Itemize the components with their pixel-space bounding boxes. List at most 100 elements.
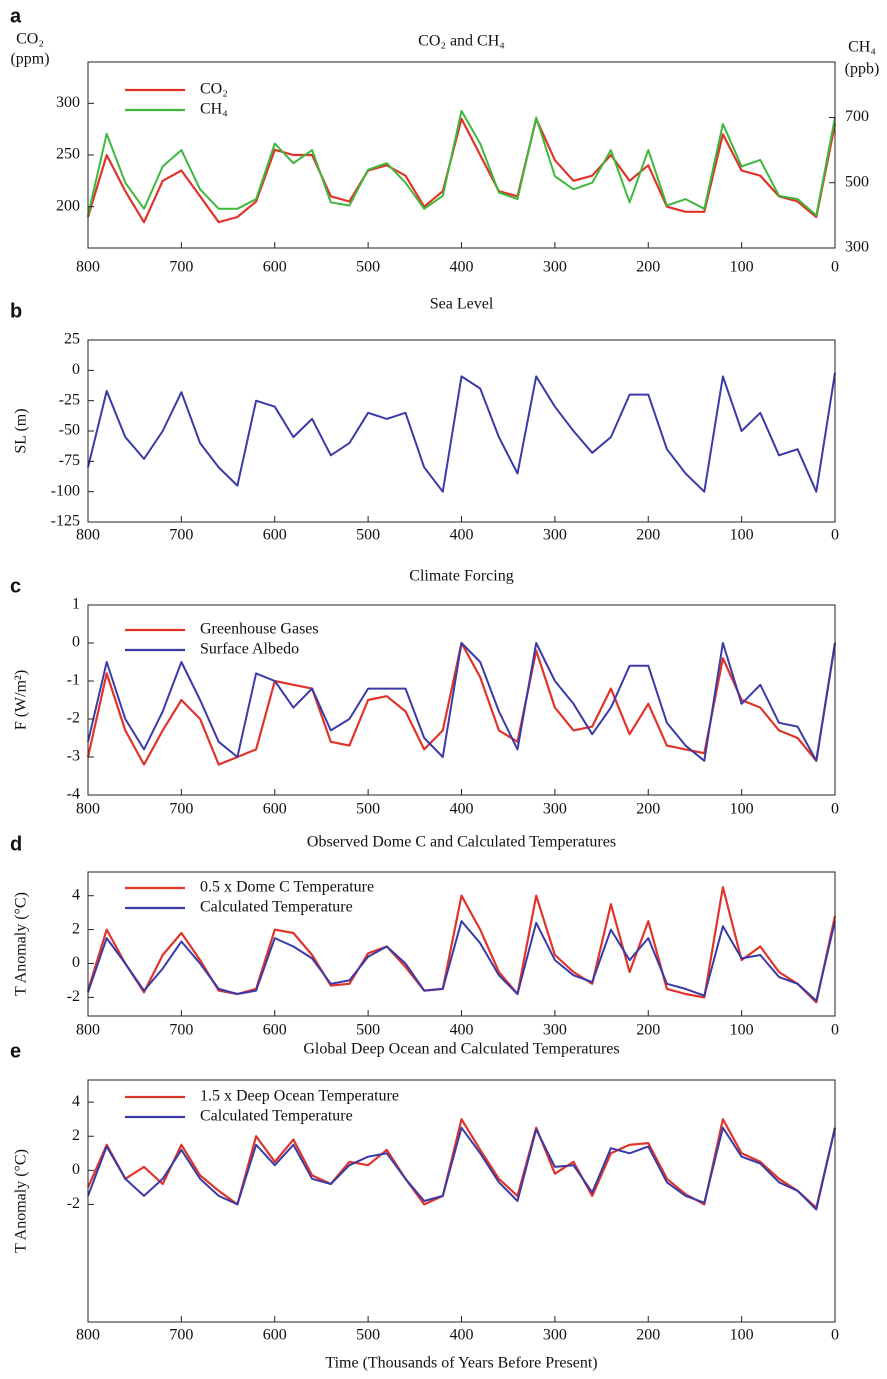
panel-letter: c [10, 575, 21, 597]
series-line [87, 1126, 836, 1211]
x-tick-label: 400 [450, 1327, 474, 1344]
y-tick-label: 2 [72, 1127, 80, 1144]
y-tick-label: -2 [67, 710, 80, 727]
x-tick-label: 0 [831, 1327, 839, 1344]
series-line [86, 117, 837, 224]
y-tick-label: 25 [64, 331, 80, 348]
x-tick-label: 500 [356, 259, 380, 276]
panel-letter: b [10, 300, 22, 322]
x-tick-label: 400 [450, 801, 474, 818]
series-line [86, 641, 837, 766]
y-axis-label: CO₂ [16, 31, 44, 48]
y2-tick-label: 500 [845, 173, 869, 190]
y-tick-label: -4 [67, 786, 80, 803]
x-tick-label: 100 [730, 801, 754, 818]
y-tick-label: 4 [72, 1093, 80, 1110]
x-axis-label: Time (Thousands of Years Before Present) [325, 1355, 597, 1372]
y-tick-label: 1 [72, 596, 80, 613]
legend-label: CH₄ [200, 101, 228, 118]
legend-label: Greenhouse Gases [200, 621, 319, 638]
x-tick-label: 700 [169, 527, 193, 544]
y-tick-label: 300 [56, 94, 80, 111]
x-tick-label: 700 [169, 801, 193, 818]
x-tick-label: 300 [543, 1022, 567, 1039]
y-tick-label: -125 [51, 513, 80, 530]
series-line [86, 1118, 837, 1209]
panel-title: Global Deep Ocean and Calculated Tempera… [303, 1041, 619, 1058]
legend-label: 0.5 x Dome C Temperature [200, 879, 374, 896]
legend-label: Calculated Temperature [200, 1108, 353, 1125]
x-tick-label: 600 [263, 1327, 287, 1344]
x-tick-label: 300 [543, 527, 567, 544]
y-tick-label: -25 [59, 391, 80, 408]
y-tick-label: -50 [59, 422, 80, 439]
series-line [87, 109, 836, 217]
x-tick-label: 200 [636, 527, 660, 544]
y-tick-label: 0 [72, 361, 80, 378]
y-axis-label: F (W/m²) [13, 670, 30, 730]
x-tick-label: 0 [831, 801, 839, 818]
legend-label: Surface Albedo [200, 641, 299, 658]
y2-tick-label: 700 [845, 108, 869, 125]
y-tick-label: -2 [67, 988, 80, 1005]
x-tick-label: 0 [831, 259, 839, 276]
series-line [87, 372, 836, 493]
y-tick-label: -75 [59, 452, 80, 469]
panel-letter: d [10, 833, 22, 855]
y2-axis-label: CH₄ [848, 39, 876, 56]
x-tick-label: 800 [76, 1022, 100, 1039]
x-tick-label: 600 [263, 259, 287, 276]
x-tick-label: 400 [450, 527, 474, 544]
x-tick-label: 100 [730, 527, 754, 544]
x-tick-label: 0 [831, 1022, 839, 1039]
panel-title: Observed Dome C and Calculated Temperatu… [307, 834, 616, 851]
x-tick-label: 800 [76, 1327, 100, 1344]
y2-axis-label: (ppb) [845, 61, 880, 78]
series-line [87, 920, 836, 1002]
x-tick-label: 200 [636, 801, 660, 818]
x-tick-label: 100 [730, 1327, 754, 1344]
x-tick-label: 300 [543, 259, 567, 276]
series-line [87, 642, 836, 762]
y-tick-label: -3 [67, 748, 80, 765]
x-tick-label: 500 [356, 1327, 380, 1344]
panel-title: Climate Forcing [409, 568, 513, 585]
x-tick-label: 300 [543, 801, 567, 818]
x-tick-label: 700 [169, 1022, 193, 1039]
x-tick-label: 800 [76, 527, 100, 544]
y-tick-label: 0 [72, 954, 80, 971]
x-tick-label: 400 [450, 259, 474, 276]
y-tick-label: 250 [56, 146, 80, 163]
x-tick-label: 300 [543, 1327, 567, 1344]
y-tick-label: 0 [72, 634, 80, 651]
y-axis-label: T Anomaly (°C) [13, 1149, 30, 1253]
legend-label: 1.5 x Deep Ocean Temperature [200, 1088, 399, 1105]
y-tick-label: -2 [67, 1195, 80, 1212]
y-tick-label: 2 [72, 920, 80, 937]
x-tick-label: 600 [263, 527, 287, 544]
x-tick-label: 500 [356, 1022, 380, 1039]
legend-label: CO₂ [200, 81, 228, 98]
x-tick-label: 0 [831, 527, 839, 544]
y2-tick-label: 300 [845, 239, 869, 256]
y-axis-label: (ppm) [10, 51, 49, 68]
x-tick-label: 600 [263, 1022, 287, 1039]
panel-letter: a [10, 5, 22, 27]
x-tick-label: 500 [356, 527, 380, 544]
x-tick-label: 200 [636, 1327, 660, 1344]
y-axis-label: T Anomaly (°C) [13, 892, 30, 996]
y-tick-label: 200 [56, 197, 80, 214]
x-tick-label: 800 [76, 259, 100, 276]
panel-title: Sea Level [430, 296, 494, 313]
legend-label: Calculated Temperature [200, 899, 353, 916]
y-axis-label: SL (m) [13, 408, 30, 453]
y-tick-label: -1 [67, 672, 80, 689]
panel-letter: e [10, 1040, 21, 1062]
x-tick-label: 600 [263, 801, 287, 818]
y-tick-label: 4 [72, 886, 80, 903]
x-tick-label: 200 [636, 1022, 660, 1039]
x-tick-label: 700 [169, 1327, 193, 1344]
x-tick-label: 400 [450, 1022, 474, 1039]
x-tick-label: 800 [76, 801, 100, 818]
x-tick-label: 500 [356, 801, 380, 818]
